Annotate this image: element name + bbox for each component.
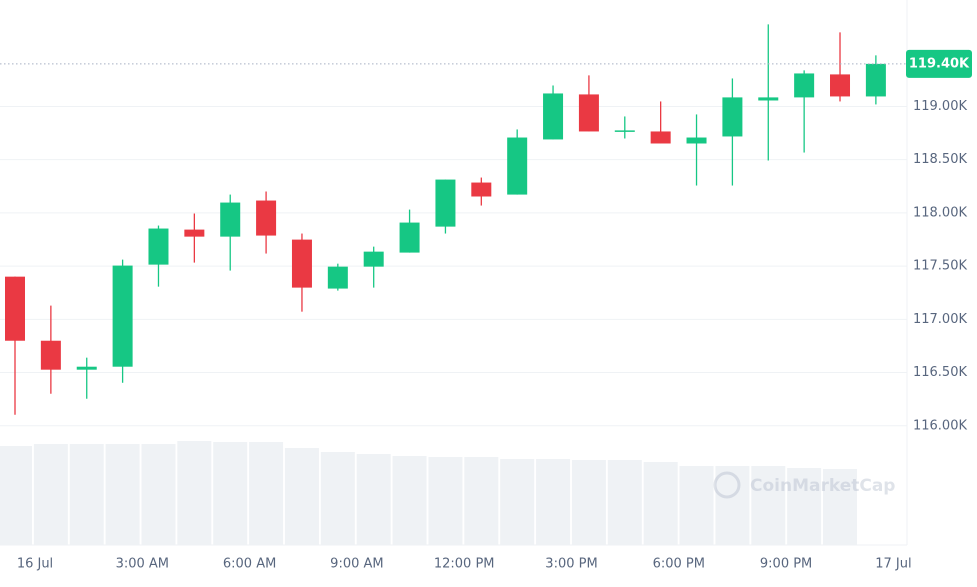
x-tick-label: 3:00 PM: [545, 557, 597, 572]
candle-body: [148, 228, 169, 265]
volume-bar: [823, 469, 858, 545]
candle-body: [291, 239, 312, 288]
x-tick-label: 6:00 PM: [653, 557, 705, 572]
volume-bars: [0, 441, 858, 545]
candle-body: [327, 266, 348, 289]
candle-body: [256, 200, 277, 236]
x-tick-label: 9:00 PM: [760, 557, 812, 572]
y-tick-label: 118.50K: [913, 152, 967, 167]
x-tick-label: 9:00 AM: [330, 557, 383, 572]
candle-body: [865, 63, 886, 97]
volume-bar: [643, 462, 678, 545]
candle-body: [794, 73, 815, 98]
volume-bar: [0, 446, 32, 545]
volume-bar: [33, 444, 68, 545]
volume-bar: [392, 456, 427, 545]
volume-bar: [751, 466, 786, 545]
candle-body: [220, 202, 241, 237]
candle-body: [40, 340, 61, 370]
candle-body: [758, 97, 779, 101]
candle-body: [614, 130, 635, 132]
volume-bar: [320, 452, 355, 545]
volume-bar: [356, 454, 391, 545]
volume-bar: [679, 466, 714, 545]
volume-bar: [464, 457, 499, 545]
watermark: CoinMarketCap: [713, 471, 895, 499]
volume-bar: [177, 441, 212, 545]
volume-bar: [428, 457, 463, 545]
x-tick-label: 17 Jul: [875, 557, 911, 572]
volume-bar: [715, 466, 750, 545]
candle-body: [722, 97, 743, 137]
y-tick-label: 117.50K: [913, 259, 967, 274]
y-tick-label: 116.00K: [913, 418, 967, 433]
y-tick-label: 117.00K: [913, 312, 967, 327]
candle-body: [543, 93, 564, 140]
volume-bar: [69, 444, 104, 545]
candle-body: [830, 74, 851, 97]
volume-bar: [213, 442, 248, 545]
candle-body: [184, 229, 205, 237]
candle-body: [76, 366, 97, 370]
y-tick-label: 119.00K: [913, 99, 967, 114]
volume-bar: [105, 444, 140, 545]
candle-body: [471, 182, 492, 197]
watermark-text: CoinMarketCap: [750, 476, 895, 496]
x-tick-label: 12:00 PM: [434, 557, 495, 572]
volume-bar: [607, 460, 642, 545]
x-tick-label: 3:00 AM: [116, 557, 169, 572]
x-tick-label: 16 Jul: [17, 557, 53, 572]
candle-body: [686, 137, 707, 144]
last-price-badge: [906, 49, 972, 78]
volume-bar: [787, 468, 822, 545]
volume-bar: [500, 459, 535, 545]
volume-bar: [284, 448, 319, 545]
volume-bar: [536, 459, 571, 545]
candle-body: [399, 222, 420, 253]
candle-body: [650, 131, 671, 144]
last-price-label: 119.40K: [909, 56, 970, 71]
y-tick-label: 116.50K: [913, 365, 967, 380]
x-tick-label: 6:00 AM: [223, 557, 276, 572]
candle-body: [363, 251, 384, 267]
candle-body: [507, 137, 528, 195]
volume-bar: [141, 444, 176, 545]
candle-body: [578, 94, 599, 132]
volume-bar: [571, 460, 606, 545]
volume-bar: [249, 442, 284, 545]
y-tick-label: 118.00K: [913, 205, 967, 220]
candle-body: [112, 265, 133, 367]
candle-body: [435, 179, 456, 227]
candle-body: [5, 276, 25, 341]
watermark-logo: [713, 471, 741, 499]
